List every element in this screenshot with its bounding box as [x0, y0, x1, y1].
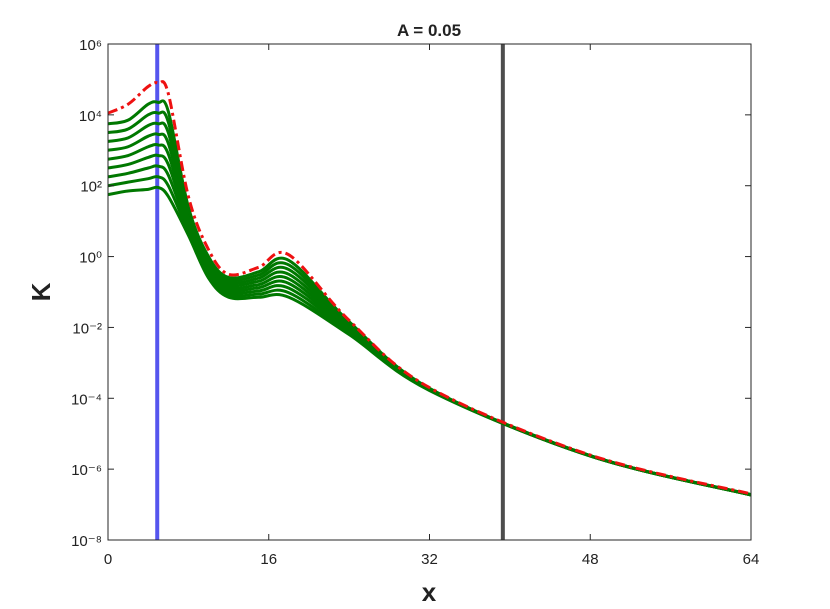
x-tick-label: 0: [104, 551, 112, 568]
y-tick-label: 10⁻⁴: [71, 391, 102, 408]
y-tick-label: 10⁶: [79, 37, 102, 54]
x-tick-label: 48: [582, 551, 599, 568]
y-tick-label: 10²: [80, 179, 102, 196]
chart-title: A = 0.05: [397, 21, 461, 40]
y-tick-label: 10⁻²: [72, 320, 102, 337]
y-tick-label: 10⁴: [79, 108, 102, 125]
y-tick-label: 10⁰: [79, 250, 102, 267]
x-tick-label: 64: [743, 551, 760, 568]
x-tick-label: 32: [421, 551, 438, 568]
y-tick-label: 10⁻⁶: [71, 462, 102, 479]
y-tick-label: 10⁻⁸: [71, 533, 102, 550]
x-axis-label: x: [422, 577, 437, 607]
y-axis-label: K: [26, 282, 56, 301]
x-tick-label: 16: [260, 551, 277, 568]
line-series: [107, 80, 752, 496]
